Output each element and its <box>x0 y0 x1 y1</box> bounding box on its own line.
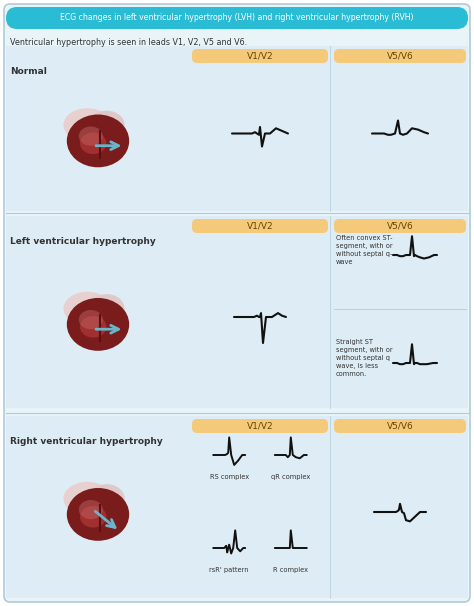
Ellipse shape <box>89 484 125 513</box>
FancyBboxPatch shape <box>334 419 466 433</box>
FancyBboxPatch shape <box>4 4 470 602</box>
Text: ECG changes in left ventricular hypertrophy (LVH) and right ventricular hypertro: ECG changes in left ventricular hypertro… <box>60 13 414 22</box>
Text: V1/V2: V1/V2 <box>246 422 273 430</box>
FancyBboxPatch shape <box>334 49 466 63</box>
Text: Straight ST
segment, with or
without septal q
wave, is less
common.: Straight ST segment, with or without sep… <box>336 339 392 377</box>
Text: Often convex ST-
segment, with or
without septal q-
wave: Often convex ST- segment, with or withou… <box>336 235 392 265</box>
Bar <box>6 46 468 211</box>
Text: V5/V6: V5/V6 <box>387 222 413 230</box>
Text: V1/V2: V1/V2 <box>246 222 273 230</box>
Bar <box>6 216 468 408</box>
Text: Ventricular hypertrophy is seen in leads V1, V2, V5 and V6.: Ventricular hypertrophy is seen in leads… <box>10 38 247 47</box>
Text: V5/V6: V5/V6 <box>387 422 413 430</box>
FancyBboxPatch shape <box>6 7 468 29</box>
Text: qR complex: qR complex <box>271 474 310 480</box>
Ellipse shape <box>79 500 103 519</box>
Bar <box>6 416 468 598</box>
Ellipse shape <box>79 127 103 145</box>
Text: V5/V6: V5/V6 <box>387 52 413 61</box>
Ellipse shape <box>67 115 129 167</box>
FancyBboxPatch shape <box>192 49 328 63</box>
FancyBboxPatch shape <box>192 219 328 233</box>
Text: Left ventricular hypertrophy: Left ventricular hypertrophy <box>10 237 156 246</box>
Ellipse shape <box>79 310 103 329</box>
Ellipse shape <box>89 294 125 323</box>
Ellipse shape <box>64 482 111 515</box>
Text: rsR' pattern: rsR' pattern <box>210 567 249 573</box>
FancyBboxPatch shape <box>192 419 328 433</box>
FancyBboxPatch shape <box>334 219 466 233</box>
Ellipse shape <box>64 291 111 325</box>
Ellipse shape <box>80 316 106 338</box>
Text: Normal: Normal <box>10 67 47 76</box>
Ellipse shape <box>80 506 106 528</box>
Ellipse shape <box>80 133 106 154</box>
Text: V1/V2: V1/V2 <box>246 52 273 61</box>
Text: RS complex: RS complex <box>210 474 249 480</box>
Ellipse shape <box>67 488 129 541</box>
Ellipse shape <box>67 298 129 351</box>
Ellipse shape <box>89 111 125 139</box>
Ellipse shape <box>64 108 111 142</box>
Text: Right ventricular hypertrophy: Right ventricular hypertrophy <box>10 437 163 446</box>
Text: R complex: R complex <box>273 567 308 573</box>
